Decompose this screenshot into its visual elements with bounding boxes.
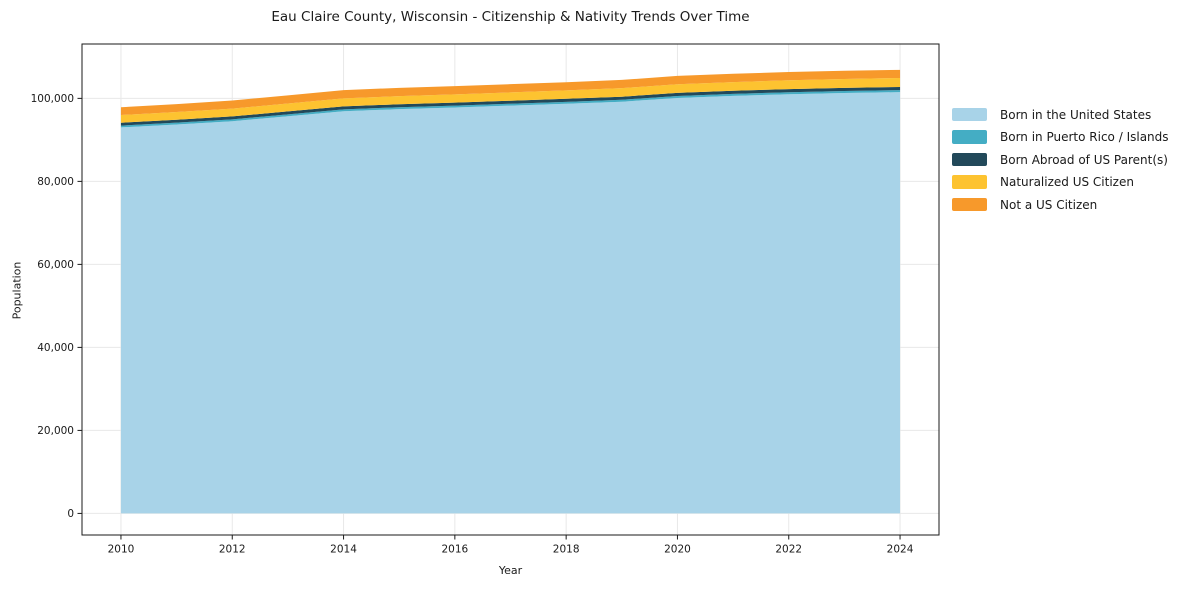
legend-label: Naturalized US Citizen bbox=[1000, 175, 1134, 189]
y-tick-label-60000: 60,000 bbox=[37, 259, 74, 271]
legend-swatch-icon bbox=[952, 175, 987, 189]
legend-item-born-in-puerto-rico-islands: Born in Puerto Rico / Islands bbox=[952, 130, 1169, 145]
x-tick-label-2012: 2012 bbox=[219, 544, 246, 556]
x-axis-label: Year bbox=[498, 564, 523, 577]
legend-swatch-icon bbox=[952, 130, 987, 144]
x-tick-label-2018: 2018 bbox=[553, 544, 580, 556]
chart-title: Eau Claire County, Wisconsin - Citizensh… bbox=[271, 9, 750, 25]
legend-swatch-icon bbox=[952, 197, 987, 212]
y-tick-label-0: 0 bbox=[67, 508, 74, 520]
y-tick-label-80000: 80,000 bbox=[37, 176, 74, 188]
axes-frame bbox=[81, 43, 940, 536]
x-tick-label-2024: 2024 bbox=[887, 544, 914, 556]
legend-swatch-icon bbox=[952, 107, 987, 122]
y-tick-label-40000: 40,000 bbox=[37, 342, 74, 354]
legend-label: Born Abroad of US Parent(s) bbox=[1000, 152, 1168, 167]
y-tick-label-100000: 100,000 bbox=[31, 93, 74, 105]
area-born-abroad-of-us-parent-s bbox=[120, 86, 901, 126]
x-tick-label-2016: 2016 bbox=[441, 544, 468, 556]
legend-label: Born in Puerto Rico / Islands bbox=[1000, 130, 1169, 144]
x-tick-label-2014: 2014 bbox=[330, 544, 357, 556]
x-tick-label-2010: 2010 bbox=[108, 544, 135, 556]
x-tick-label-2020: 2020 bbox=[664, 544, 691, 556]
legend-swatch-icon bbox=[952, 152, 987, 167]
legend-item-born-in-the-united-states: Born in the United States bbox=[952, 107, 1169, 122]
area-naturalized-us-citizen bbox=[120, 77, 901, 123]
legend: Born in the United States Born in Puerto … bbox=[952, 107, 1169, 220]
legend-label: Not a US Citizen bbox=[1000, 197, 1098, 212]
area-born-in-the-united-states bbox=[120, 92, 901, 514]
area-not-a-us-citizen bbox=[120, 69, 901, 116]
x-tick-label-2022: 2022 bbox=[775, 544, 802, 556]
legend-label: Born in the United States bbox=[1000, 107, 1152, 122]
legend-item-naturalized-us-citizen: Naturalized US Citizen bbox=[952, 175, 1169, 190]
legend-item-not-a-us-citizen: Not a US Citizen bbox=[952, 197, 1169, 212]
legend-item-born-abroad-of-us-parent-s: Born Abroad of US Parent(s) bbox=[952, 152, 1169, 167]
y-tick-label-20000: 20,000 bbox=[37, 425, 74, 437]
